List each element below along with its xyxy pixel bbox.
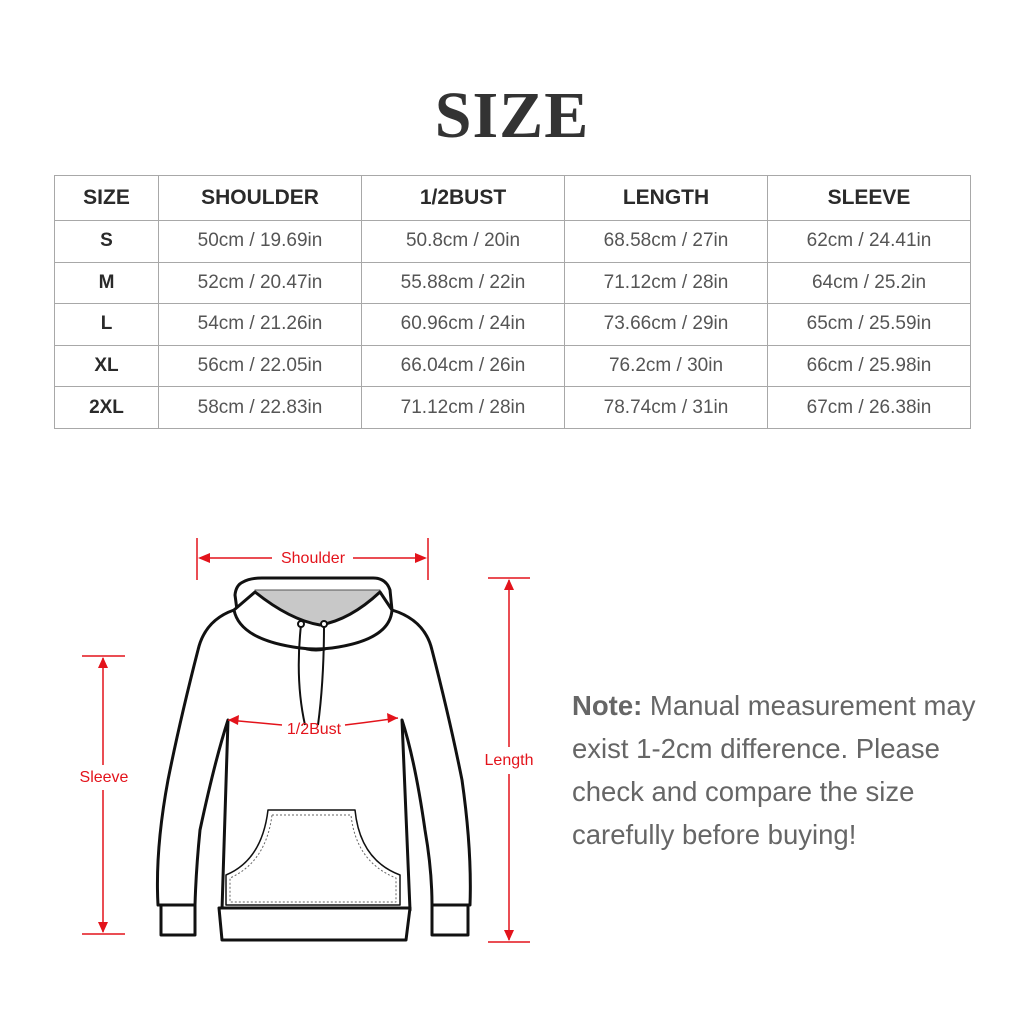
shoulder-cell: 50cm / 19.69in — [158, 220, 362, 263]
header-size: SIZE — [54, 175, 159, 221]
header-bust: 1/2BUST — [361, 175, 565, 221]
sleeve-cell: 65cm / 25.59in — [767, 303, 971, 346]
size-cell: S — [54, 220, 159, 263]
bust-label: 1/2Bust — [287, 721, 342, 738]
bust-cell: 55.88cm / 22in — [361, 261, 565, 305]
table-row: L 54cm / 21.26in 60.96cm / 24in 73.66cm / 2… — [54, 303, 971, 346]
size-cell: L — [54, 303, 159, 346]
length-cell: 73.66cm / 29in — [564, 303, 768, 346]
note-text: Note: Manual measurement may exist 1-2cm… — [572, 684, 992, 856]
length-cell: 78.74cm / 31in — [564, 386, 768, 429]
table-row: XL 56cm / 22.05in 66.04cm / 26in 76.2cm / 3… — [54, 344, 971, 388]
table-row: M 52cm / 20.47in 55.88cm / 22in 71.12cm / 2… — [54, 261, 971, 305]
sleeve-cell: 67cm / 26.38in — [767, 386, 971, 429]
page-title: SIZE — [434, 79, 590, 152]
table-row: 2XL 58cm / 22.83in 71.12cm / 28in 78.74cm /… — [54, 386, 971, 429]
length-cell: 71.12cm / 28in — [564, 261, 768, 305]
shoulder-label: Shoulder — [281, 550, 346, 567]
shoulder-cell: 54cm / 21.26in — [158, 303, 362, 346]
shoulder-cell: 52cm / 20.47in — [158, 261, 362, 305]
hoodie-icon — [155, 576, 472, 942]
sleeve-cell: 62cm / 24.41in — [767, 220, 971, 263]
table-header-row: SIZE SHOULDER 1/2BUST LENGTH SLEEVE — [54, 175, 971, 221]
size-table: SIZE SHOULDER 1/2BUST LENGTH SLEEVE S 50c… — [54, 175, 971, 429]
shoulder-cell: 58cm / 22.83in — [158, 386, 362, 429]
header-shoulder: SHOULDER — [158, 175, 362, 221]
note-label: Note: — [572, 690, 643, 721]
sleeve-cell: 66cm / 25.98in — [767, 344, 971, 388]
length-cell: 76.2cm / 30in — [564, 344, 768, 388]
note-body: Manual measurement may exist 1-2cm diffe… — [572, 690, 976, 850]
size-cell: 2XL — [54, 386, 159, 429]
sleeve-label: Sleeve — [80, 769, 129, 786]
bust-cell: 71.12cm / 28in — [361, 386, 565, 429]
length-label: Length — [485, 752, 534, 769]
header-sleeve: SLEEVE — [767, 175, 971, 221]
size-cell: M — [54, 261, 159, 305]
table-row: S 50cm / 19.69in 50.8cm / 20in 68.58cm / 27… — [54, 220, 971, 263]
shoulder-cell: 56cm / 22.05in — [158, 344, 362, 388]
measurement-lines — [82, 538, 530, 943]
sleeve-cell: 64cm / 25.2in — [767, 261, 971, 305]
header-length: LENGTH — [564, 175, 768, 221]
length-cell: 68.58cm / 27in — [564, 220, 768, 263]
